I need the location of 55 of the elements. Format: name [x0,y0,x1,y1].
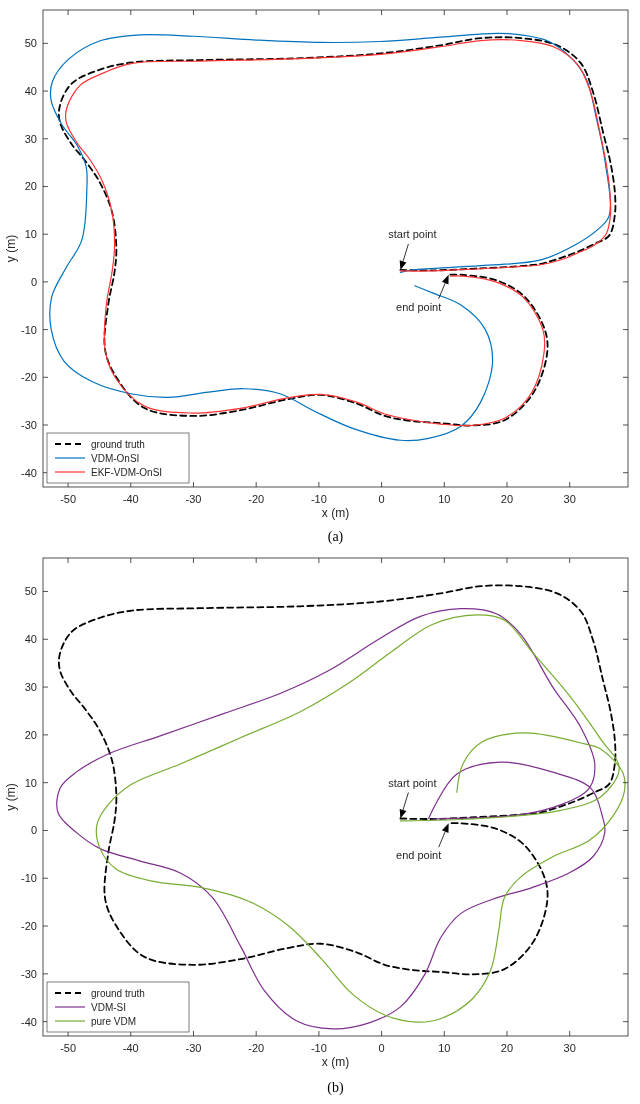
legend-label: pure VDM [91,1016,137,1027]
legend-label: VDM-OnSI [91,453,140,464]
text: (a) [327,529,344,545]
y-tick-label: 50 [24,37,37,50]
y-tick-label: -30 [21,418,37,431]
x-tick-label: -40 [122,1042,139,1054]
y-tick-label: -10 [21,872,37,885]
y-tick-label: 10 [24,776,37,789]
legend-label: VDM-SI [91,1002,126,1013]
y-tick-label: -40 [21,466,37,479]
annotation: start point [388,776,437,789]
line-series [58,584,617,976]
x-tick-label: -30 [185,493,202,505]
x-tick-label: 20 [500,493,514,505]
x-axis-title: x (m) [321,1055,350,1069]
y-axis-title: y (m) [4,234,18,263]
y-tick-label: 30 [24,132,37,145]
legend-label: ground truth [91,988,145,999]
x-tick-label: 30 [563,1042,576,1054]
x-tick-label: 0 [378,1042,385,1054]
y-tick-label: 30 [24,681,37,694]
y-tick-label: 0 [30,275,37,288]
text: (b) [327,1080,344,1096]
legend-label: EKF-VDM-OnSI [91,467,163,478]
y-tick-label: 0 [30,824,37,837]
x-axis-title: x (m) [321,506,350,520]
y-tick-label: -40 [21,1015,37,1028]
x-tick-label: -10 [310,1042,327,1054]
y-tick-label: 40 [24,85,37,98]
y-tick-label: -30 [21,967,37,980]
y-tick-label: -10 [21,323,37,336]
legend-label: ground truth [91,439,145,450]
x-tick-label: -20 [248,1042,265,1054]
x-tick-label: -30 [185,1042,202,1054]
x-tick-label: 20 [500,1042,514,1054]
annotation: end point [396,849,442,862]
x-tick-label: -10 [310,493,327,505]
x-tick-label: -50 [60,1042,77,1054]
x-tick-label: 10 [438,493,451,505]
y-tick-label: -20 [21,371,37,384]
x-tick-label: -40 [122,493,139,505]
x-tick-label: 0 [378,493,385,505]
x-tick-label: -20 [248,493,265,505]
y-tick-label: 40 [24,633,37,646]
x-tick-label: -50 [60,493,77,505]
y-tick-label: 10 [24,228,37,241]
y-tick-label: -20 [21,920,37,933]
y-tick-label: 20 [24,728,37,741]
y-tick-label: 50 [24,585,37,598]
annotation: end point [396,300,442,313]
x-tick-label: 30 [563,493,576,505]
y-tick-label: 20 [24,180,37,193]
x-tick-label: 10 [438,1042,451,1054]
annotation: start point [388,227,437,240]
y-axis-title: y (m) [4,783,18,811]
